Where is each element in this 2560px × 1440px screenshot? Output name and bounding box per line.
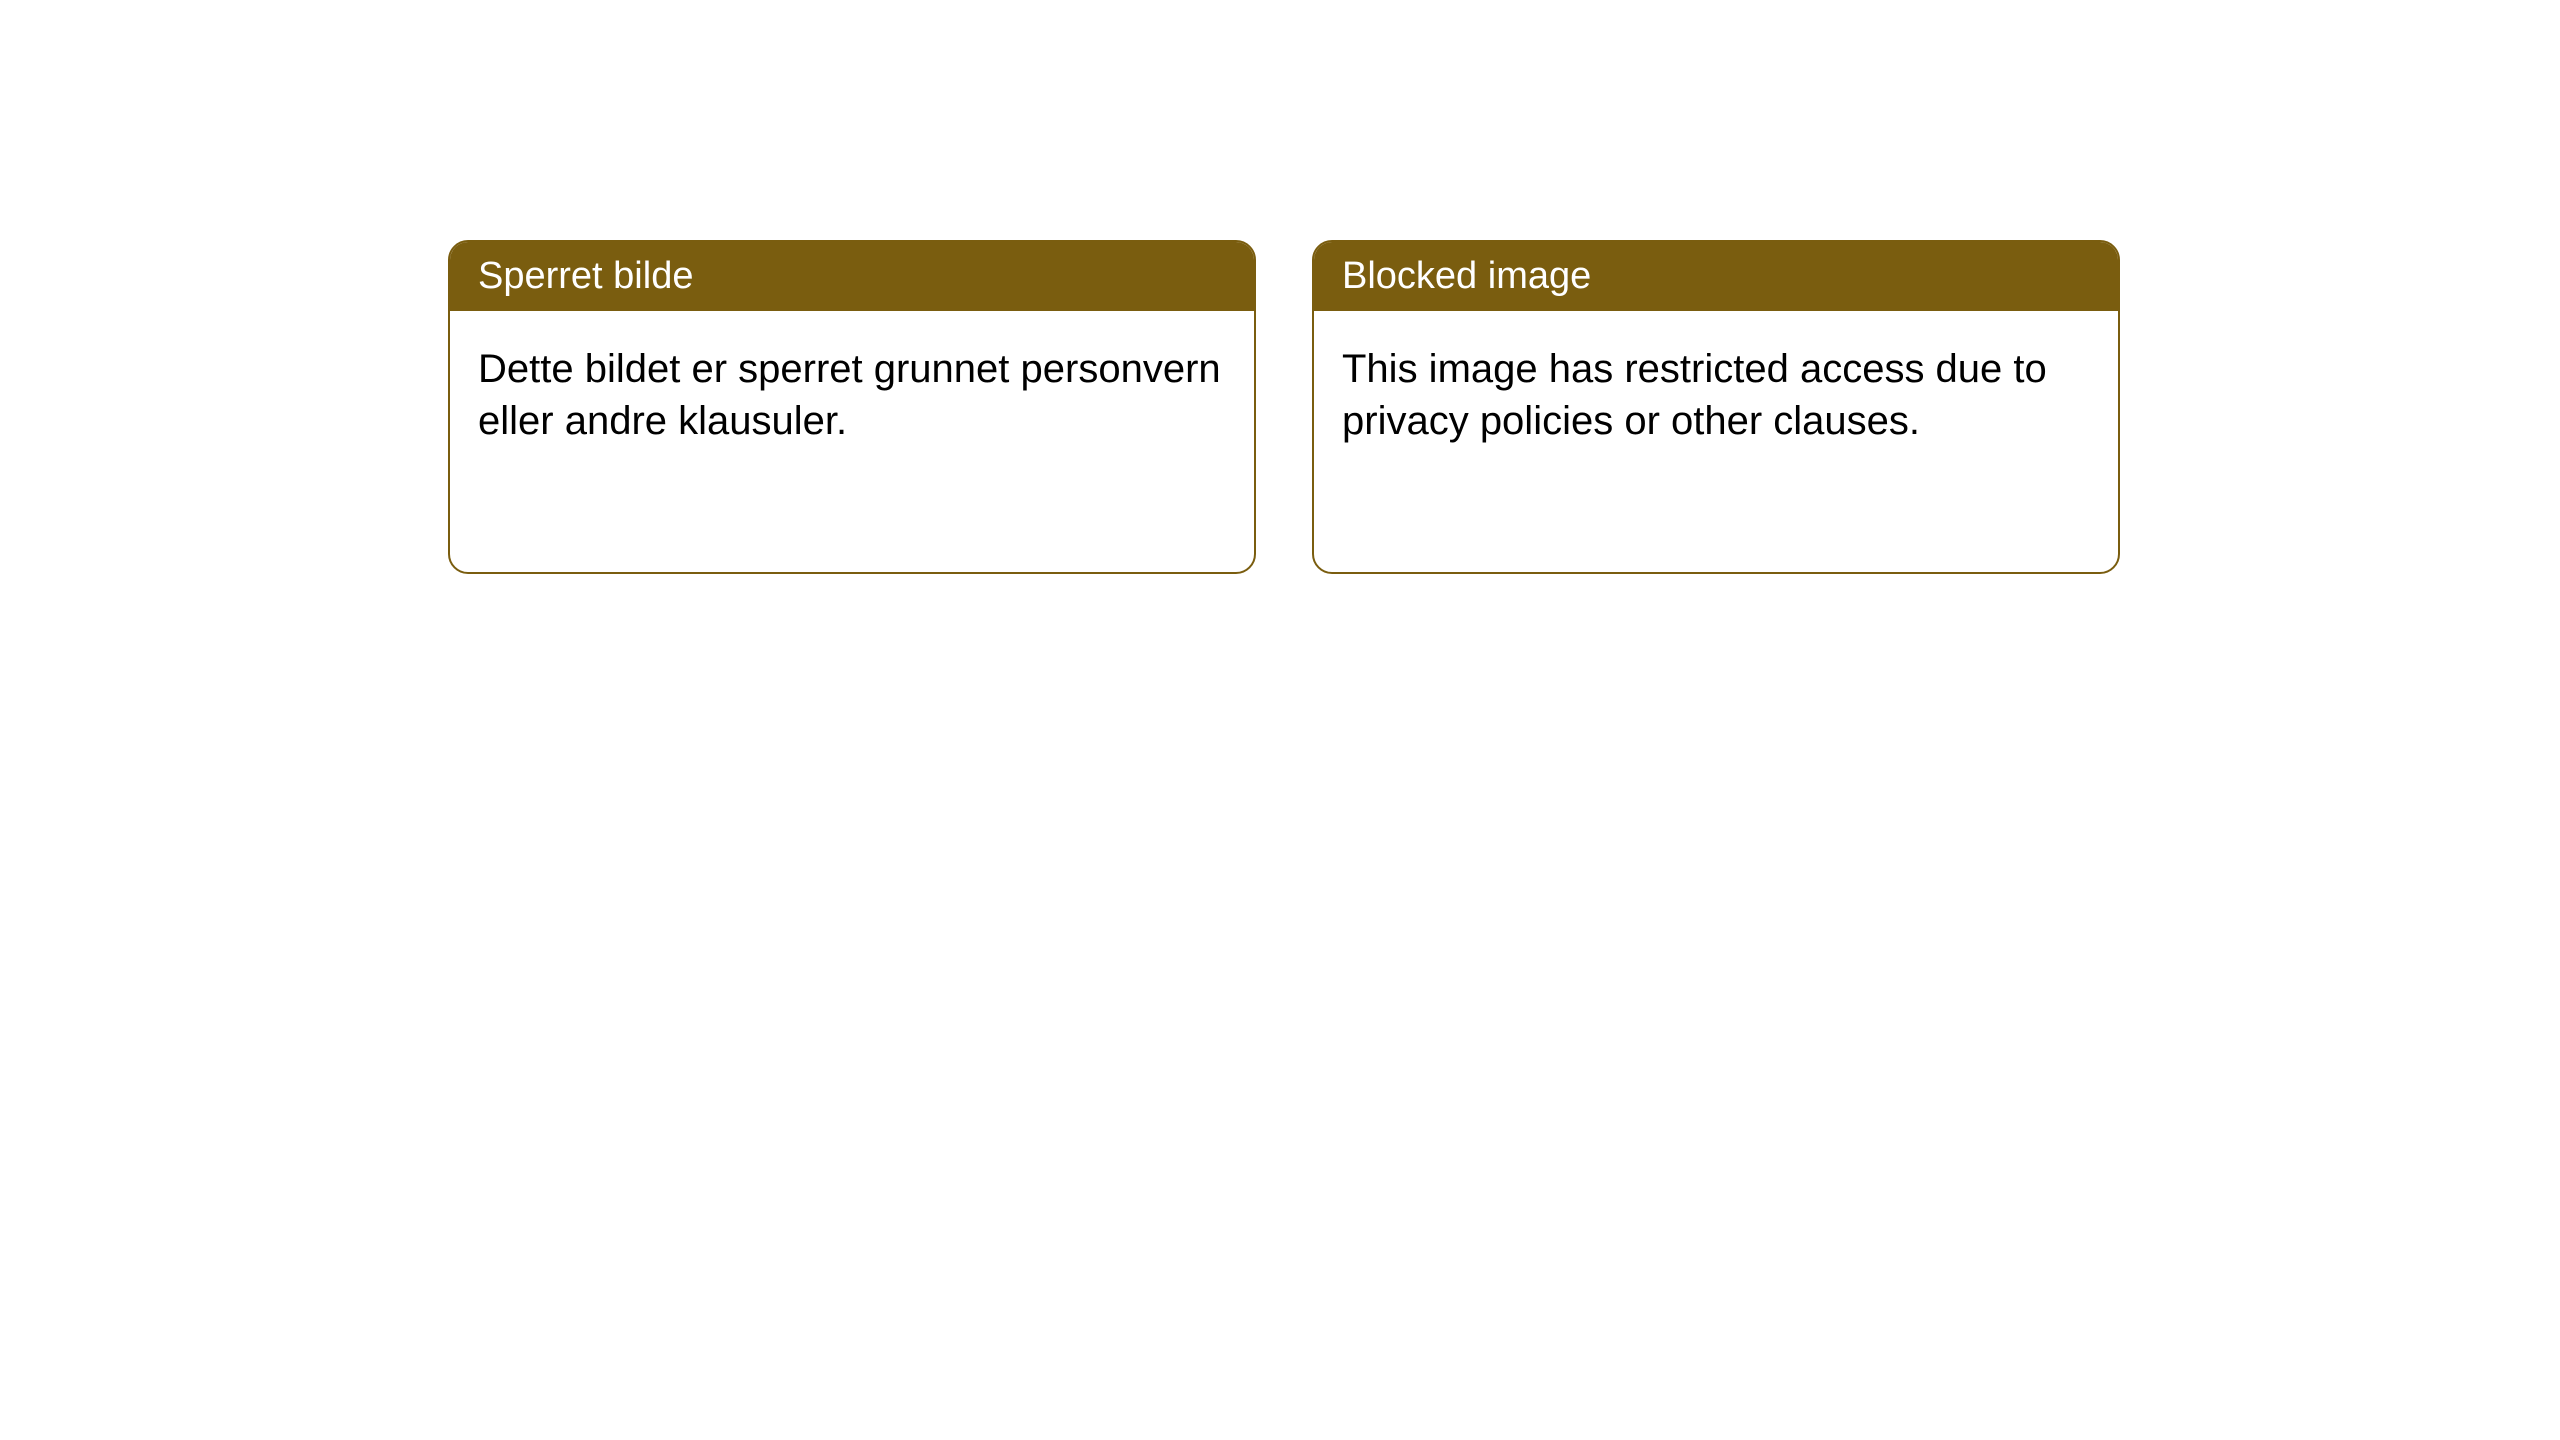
card-body: This image has restricted access due to … xyxy=(1314,311,2118,479)
notice-card-english: Blocked image This image has restricted … xyxy=(1312,240,2120,574)
card-body: Dette bildet er sperret grunnet personve… xyxy=(450,311,1254,479)
notice-container: Sperret bilde Dette bildet er sperret gr… xyxy=(0,0,2560,574)
card-header: Sperret bilde xyxy=(450,242,1254,311)
card-header: Blocked image xyxy=(1314,242,2118,311)
notice-card-norwegian: Sperret bilde Dette bildet er sperret gr… xyxy=(448,240,1256,574)
